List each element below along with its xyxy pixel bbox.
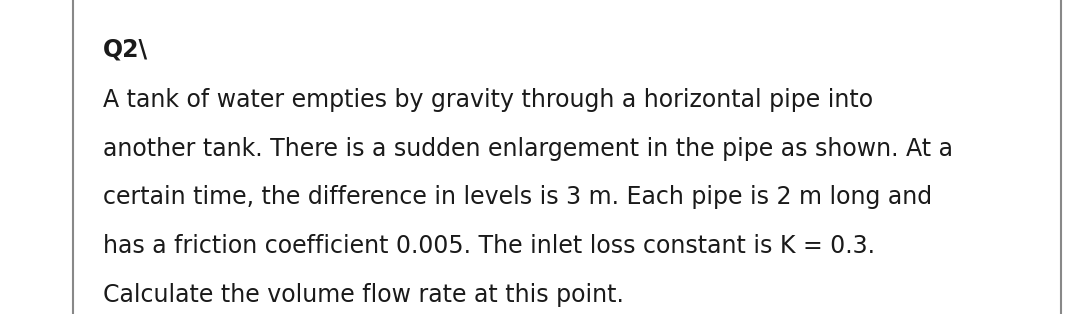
Text: A tank of water empties by gravity through a horizontal pipe into: A tank of water empties by gravity throu… [103,88,873,112]
Text: has a friction coefficient 0.005. The inlet loss constant is K = 0.3.: has a friction coefficient 0.005. The in… [103,234,875,258]
Text: Calculate the volume flow rate at this point.: Calculate the volume flow rate at this p… [103,283,623,306]
Text: another tank. There is a sudden enlargement in the pipe as shown. At a: another tank. There is a sudden enlargem… [103,137,953,160]
Text: certain time, the difference in levels is 3 m. Each pipe is 2 m long and: certain time, the difference in levels i… [103,185,932,209]
Text: Q2\: Q2\ [103,38,148,62]
